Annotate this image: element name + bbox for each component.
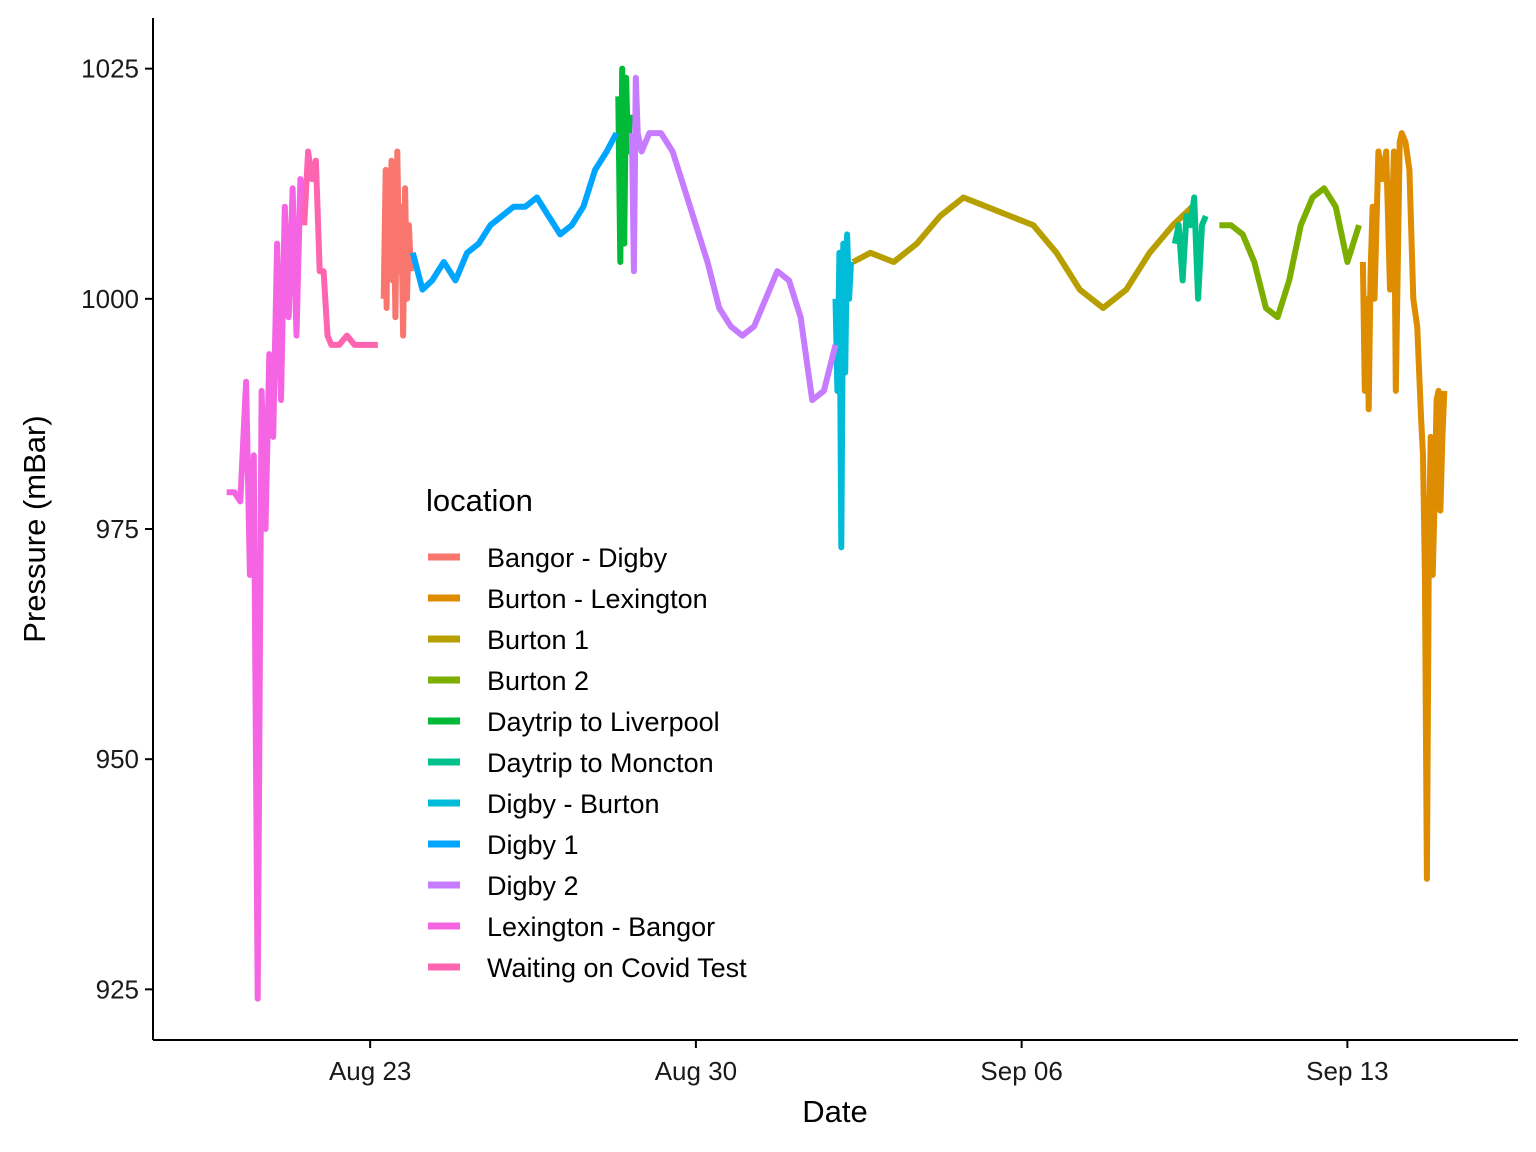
legend-label: Burton 2 [487,666,589,696]
x-tick-label: Aug 23 [329,1056,411,1086]
legend: location Bangor - Digby Burton - Lexingto… [426,483,747,983]
y-tick-label: 925 [96,974,139,1004]
legend-label: Lexington - Bangor [487,912,715,942]
legend-label: Burton 1 [487,625,589,655]
legend-label: Digby - Burton [487,789,660,819]
series-line-1 [1359,130,1448,882]
series-line-4 [615,65,633,265]
axes: 925 950 975 1000 1025 Aug 23 Aug 30 Sep 06 Sep … [17,18,1518,1129]
legend-label: Bangor - Digby [487,543,668,573]
series-line-9 [226,176,308,1002]
x-tick-label: Sep 13 [1306,1056,1388,1086]
legend-label: Daytrip to Liverpool [487,707,720,737]
legend-label: Burton - Lexington [487,584,708,614]
legend-label: Daytrip to Moncton [487,748,714,778]
y-axis-title: Pressure (mBar) [17,415,52,642]
series-line-5 [1171,194,1209,302]
series-line-7 [409,131,620,293]
series-layer [226,65,1448,1002]
legend-label: Digby 2 [487,871,579,901]
legend-label: Waiting on Covid Test [487,953,747,983]
y-tick-label: 1025 [81,54,139,84]
legend-items: Bangor - Digby Burton - Lexington Burton 1… [428,543,747,983]
series-line-2 [851,194,1195,311]
series-line-6 [832,231,854,551]
y-tick-label: 1000 [81,284,139,314]
legend-label: Digby 1 [487,830,579,860]
series-line-0 [380,148,414,339]
y-ticks: 925 950 975 1000 1025 [81,54,153,1004]
series-line-3 [1219,185,1362,321]
x-ticks: Aug 23 Aug 30 Sep 06 Sep 13 [329,1040,1389,1086]
series-line-10 [301,148,378,348]
y-tick-label: 950 [96,744,139,774]
x-axis-title: Date [802,1094,867,1129]
legend-title: location [426,483,533,518]
x-tick-label: Aug 30 [655,1056,737,1086]
x-tick-label: Sep 06 [980,1056,1062,1086]
y-tick-label: 975 [96,514,139,544]
series-line-8 [628,74,839,404]
